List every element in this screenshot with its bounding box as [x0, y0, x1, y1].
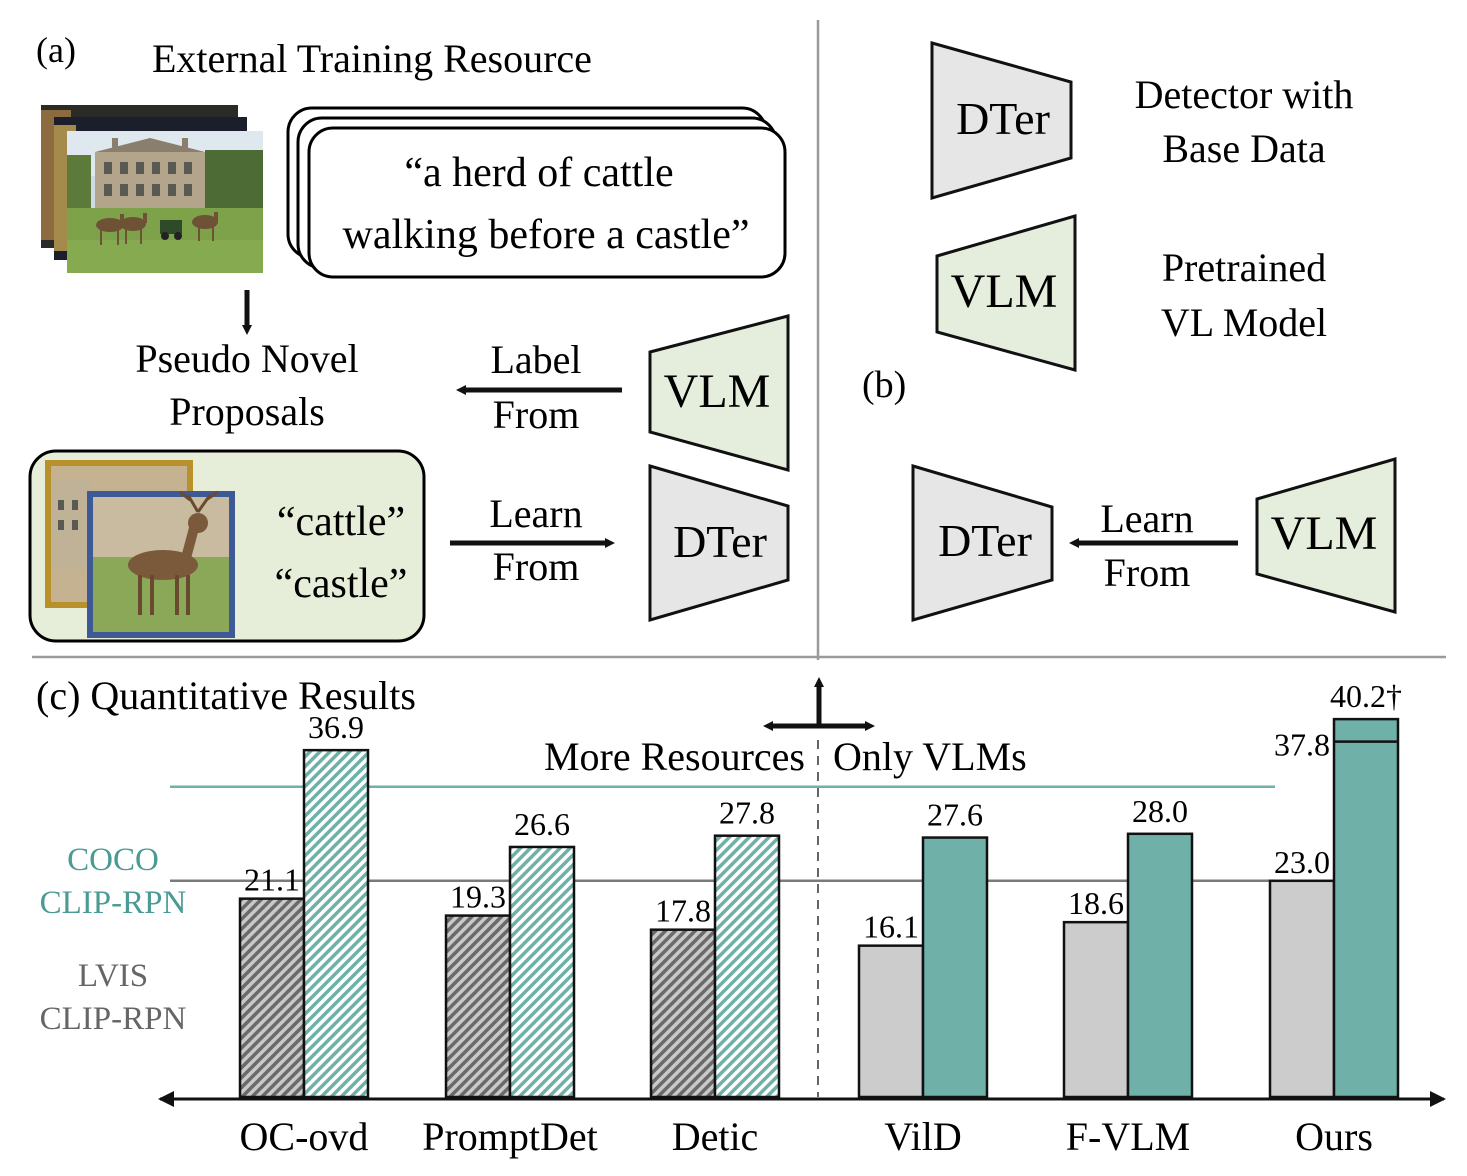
data-label: 18.6	[1068, 885, 1124, 921]
legend-dter-desc-1: Detector with	[1135, 72, 1354, 117]
data-label: 26.6	[514, 806, 570, 842]
panel-a-title: External Training Resource	[152, 36, 592, 81]
tick-label: F-VLM	[1066, 1114, 1190, 1159]
ref-lvis-label-2: CLIP-RPN	[40, 1001, 187, 1037]
data-label: 27.8	[719, 795, 775, 831]
legend-dter-label: DTer	[956, 93, 1050, 144]
data-label: 23.0	[1274, 844, 1330, 880]
crop-word-cattle: “cattle”	[277, 499, 405, 545]
dter-label: DTer	[673, 516, 767, 567]
legend-dter-trapezoid	[930, 41, 1073, 200]
label-from-line-1: Label	[490, 337, 581, 382]
bar-lvis	[649, 928, 717, 1099]
panel-a-label: (a)	[36, 30, 76, 70]
bar-coco	[1126, 832, 1194, 1099]
learn-from-line-2: From	[493, 544, 580, 589]
bar-coco	[1332, 717, 1400, 1099]
legend-vlm-desc-1: Pretrained	[1162, 245, 1326, 290]
data-label: 21.1	[244, 862, 300, 898]
more-resources-label: More Resources	[544, 734, 805, 779]
pseudo-proposals-line-1: Pseudo Novel	[135, 336, 358, 381]
vlm-trapezoid	[648, 314, 790, 472]
castle-photo	[67, 131, 263, 273]
tick-label: Ours	[1295, 1114, 1373, 1159]
ref-lvis-label-1: LVIS	[78, 958, 148, 994]
panel-b-vlm-trapezoid	[1255, 457, 1397, 614]
tick-label: VilD	[884, 1114, 962, 1159]
tick-label: Detic	[672, 1114, 759, 1159]
legend-vlm-trapezoid	[935, 214, 1077, 372]
data-label: 16.1	[863, 909, 919, 945]
caption-line-2: walking before a castle”	[343, 212, 750, 258]
panel-b-learn-line-2: From	[1104, 550, 1191, 595]
bar-coco	[713, 834, 781, 1099]
bar-lvis	[1062, 920, 1130, 1099]
legend-vlm-label: VLM	[951, 265, 1058, 318]
panel-b-dter-label: DTer	[938, 515, 1032, 566]
data-label: 19.3	[450, 879, 506, 915]
bar-lvis	[1268, 879, 1336, 1099]
panel-b-learn-line-1: Learn	[1100, 496, 1193, 541]
bar-lvis	[444, 914, 512, 1099]
data-label: 17.8	[655, 893, 711, 929]
data-label: 40.2†	[1330, 678, 1402, 714]
pseudo-proposal-box: “cattle” “castle”	[28, 449, 426, 643]
panel-b-vlm-label: VLM	[1271, 507, 1378, 560]
legend-vlm-desc-2: VL Model	[1161, 300, 1327, 345]
caption-card-stack: “a herd of cattle walking before a castl…	[286, 106, 787, 279]
x-axis-left-arrow-icon	[158, 1091, 174, 1107]
data-label: 28.0	[1132, 793, 1188, 829]
data-label: 36.9	[308, 709, 364, 745]
tick-label: OC-ovd	[240, 1114, 369, 1159]
crop-word-castle: “castle”	[275, 561, 408, 607]
bar-lvis	[857, 944, 925, 1099]
data-label: 37.8	[1274, 727, 1330, 763]
training-images-stack	[41, 105, 263, 273]
bar-coco	[921, 836, 989, 1099]
x-axis-right-arrow-icon	[1430, 1091, 1446, 1107]
legend-dter-desc-2: Base Data	[1162, 126, 1326, 171]
bar-lvis	[238, 897, 306, 1099]
tick-label: PromptDet	[422, 1114, 598, 1159]
learn-from-line-1: Learn	[489, 491, 582, 536]
ref-coco-label-1: COCO	[67, 842, 159, 878]
bar-coco	[302, 748, 370, 1099]
caption-line-1: “a herd of cattle	[404, 150, 673, 196]
pseudo-proposals-line-2: Proposals	[169, 389, 325, 434]
label-from-line-2: From	[493, 392, 580, 437]
dter-trapezoid	[648, 464, 790, 622]
bar-chart: 21.1 36.9 OC-ovd 19.3 26.6 PromptDet 17.8 27.8 D…	[158, 678, 1446, 1159]
panel-c-title: (c) Quantitative Results	[36, 673, 416, 718]
panel-b-label: (b)	[862, 364, 906, 406]
panel-b-dter-trapezoid	[911, 463, 1054, 622]
bar-coco	[508, 845, 576, 1099]
only-vlms-label: Only VLMs	[833, 734, 1027, 779]
ref-coco-label-2: CLIP-RPN	[40, 885, 187, 921]
vlm-label: VLM	[664, 365, 771, 418]
data-label: 27.6	[927, 797, 983, 833]
